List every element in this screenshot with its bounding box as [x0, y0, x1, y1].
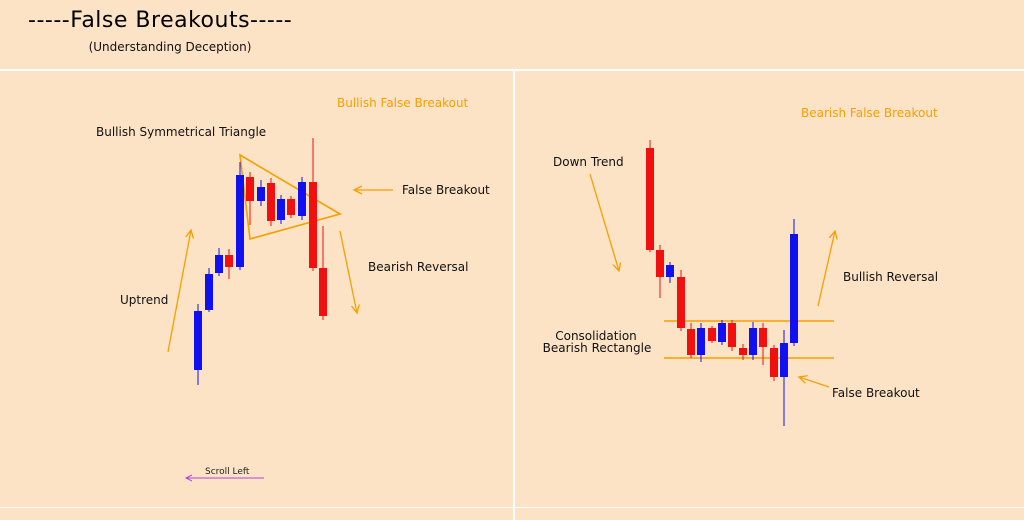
candle-body: [728, 323, 736, 347]
right-panel: Bearish False Breakout Down Trend Bullis…: [543, 106, 938, 426]
right-candle-8-bullish: [718, 320, 726, 345]
left-candle-4-bearish: [225, 249, 233, 279]
down-trend-label: Down Trend: [553, 155, 624, 169]
candle-body: [687, 329, 695, 355]
candle-body: [718, 323, 726, 342]
left-candle-12-bearish: [309, 138, 317, 271]
left-candle-3-bullish: [215, 248, 223, 276]
candle-body: [790, 234, 798, 343]
candle-body: [319, 268, 327, 316]
left-candle-13-bearish: [319, 226, 327, 320]
down-trend-arrow: [589, 173, 619, 271]
left-candle-5-bullish: [236, 162, 244, 270]
candle-body: [656, 250, 664, 277]
candle-body: [739, 348, 747, 355]
candle-body: [770, 348, 778, 377]
right-false-breakout-label: False Breakout: [832, 386, 920, 400]
candle-body: [677, 277, 685, 328]
page-title: -----False Breakouts-----: [28, 8, 293, 33]
candle-body: [309, 182, 317, 268]
right-panel-heading: Bearish False Breakout: [801, 106, 938, 120]
left-panel: Bullish False Breakout Bullish Symmetric…: [96, 96, 490, 478]
candle-body: [205, 274, 213, 310]
candle-body: [697, 328, 705, 355]
triangle-pattern-label: Bullish Symmetrical Triangle: [96, 125, 266, 139]
candle-body: [267, 183, 275, 221]
candle-body: [287, 199, 295, 215]
candle-body: [225, 255, 233, 267]
right-candle-13-bearish: [770, 345, 778, 381]
uptrend-label: Uptrend: [120, 293, 168, 307]
left-candle-1-bullish: [194, 304, 202, 385]
right-candle-3-bullish: [666, 262, 674, 283]
right-candle-7-bearish: [708, 326, 716, 343]
bottom-divider: [0, 507, 1024, 508]
left-candle-11-bullish: [298, 177, 306, 220]
candle-body: [666, 265, 674, 277]
left-panel-heading: Bullish False Breakout: [337, 96, 469, 110]
right-candle-11-bullish: [749, 322, 757, 360]
right-false-breakout-arrow: [799, 377, 830, 388]
candle-body: [236, 175, 244, 267]
right-candle-15-bullish: [790, 219, 798, 346]
right-candle-5-bearish: [687, 323, 695, 358]
left-candles: [194, 138, 327, 385]
candle-body: [780, 343, 788, 377]
right-candle-6-bullish: [697, 323, 705, 362]
candle-body: [215, 255, 223, 273]
candle-body: [708, 328, 716, 341]
candle-body: [246, 177, 254, 201]
bullish-reversal-label: Bullish Reversal: [843, 270, 938, 284]
right-candle-10-bearish: [739, 344, 747, 360]
bearish-reversal-arrow: [339, 230, 357, 313]
left-candle-7-bullish: [257, 180, 265, 206]
scroll-left-label: Scroll Left: [205, 467, 250, 477]
page-subtitle: (Understanding Deception): [88, 40, 252, 54]
candle-body: [194, 311, 202, 370]
uptrend-arrow: [167, 230, 191, 353]
left-false-breakout-label: False Breakout: [402, 183, 490, 197]
symmetrical-triangle-outline: [239, 153, 343, 241]
left-candle-10-bearish: [287, 196, 295, 218]
candle-body: [257, 187, 265, 201]
right-candles: [646, 140, 798, 426]
left-candle-6-bearish: [246, 172, 254, 225]
left-candle-9-bullish: [277, 195, 285, 224]
panel-divider: [513, 71, 515, 520]
left-candle-8-bearish: [267, 178, 275, 226]
right-candle-12-bearish: [759, 323, 767, 365]
right-candle-2-bearish: [656, 245, 664, 298]
right-candle-14-bullish: [780, 330, 788, 426]
header-divider: [0, 69, 1024, 71]
candle-body: [749, 328, 757, 355]
candle-body: [759, 328, 767, 347]
right-candle-4-bearish: [677, 270, 685, 331]
candle-body: [298, 182, 306, 216]
bearish-reversal-label: Bearish Reversal: [368, 260, 468, 274]
bullish-reversal-arrow: [817, 231, 835, 307]
candle-body: [646, 148, 654, 250]
left-candle-2-bullish: [205, 268, 213, 312]
consolidation-label: Consolidation: [555, 329, 637, 343]
candle-body: [277, 199, 285, 220]
right-candle-9-bearish: [728, 320, 736, 351]
bearish-rectangle-label: Bearish Rectangle: [543, 341, 652, 355]
right-candle-1-bearish: [646, 140, 654, 252]
